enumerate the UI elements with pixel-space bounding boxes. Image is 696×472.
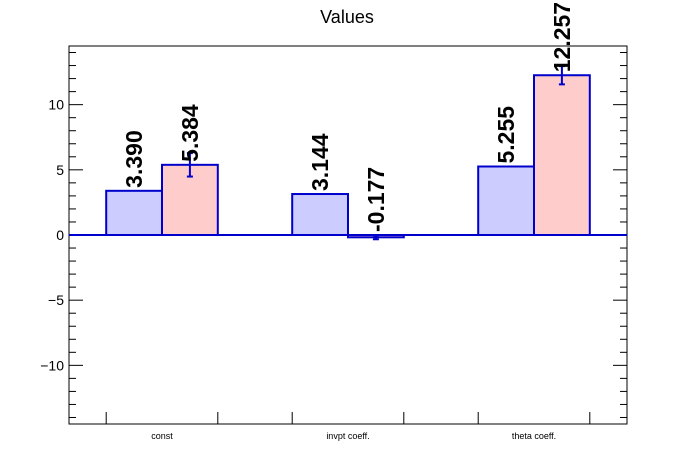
x-tick-label: theta coeff. bbox=[512, 431, 556, 441]
plot-area: −10 −5 0 5 10 const 3.390 5.384 invpt coeff. 3.14… bbox=[40, 2, 628, 441]
chart-title: Values bbox=[320, 7, 374, 27]
x-tick-label: const bbox=[151, 431, 173, 441]
bar-value-label: -0.177 bbox=[363, 167, 389, 232]
y-tick-label: 5 bbox=[56, 162, 64, 178]
bar-value-label: 12.257 bbox=[549, 2, 575, 72]
bar-value-label: 3.144 bbox=[307, 133, 333, 191]
bar-value-label: 3.390 bbox=[121, 130, 147, 188]
bar bbox=[533, 74, 591, 236]
y-tick-label: −5 bbox=[48, 292, 64, 308]
y-tick-label: −10 bbox=[40, 357, 64, 373]
bar bbox=[105, 189, 163, 237]
y-tick-label: 0 bbox=[56, 227, 64, 243]
bar-value-label: 5.384 bbox=[177, 104, 203, 162]
y-tick-label: 10 bbox=[48, 97, 64, 113]
bar bbox=[477, 165, 536, 237]
x-tick-label: invpt coeff. bbox=[326, 431, 369, 441]
bar bbox=[291, 193, 350, 237]
bar-value-label: 5.255 bbox=[493, 106, 519, 164]
